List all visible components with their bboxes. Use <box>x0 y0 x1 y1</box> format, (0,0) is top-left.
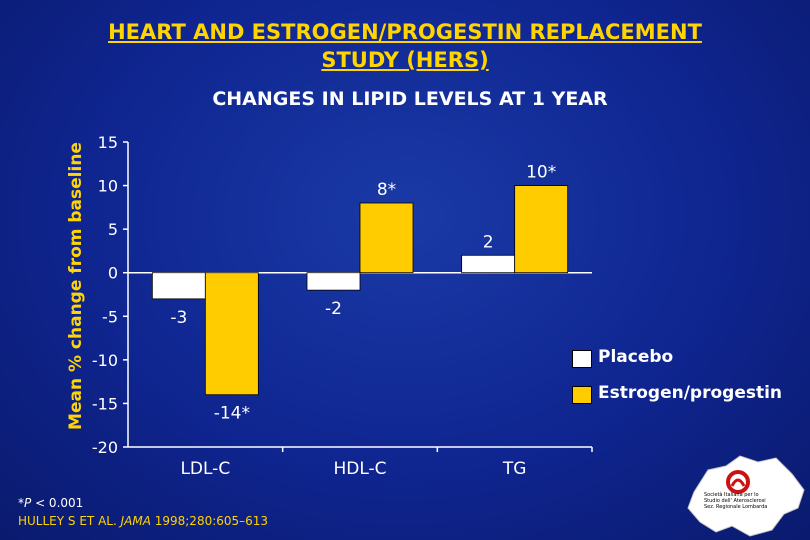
footnote-text: < 0.001 <box>31 496 84 510</box>
logo-line-1: Società Italiana per lo <box>704 492 759 498</box>
citation-details: 1998;280:605–613 <box>150 514 269 528</box>
legend-swatch-estrogen <box>572 386 592 404</box>
y-tick-label: -15 <box>92 394 118 413</box>
title-line-1: HEART AND ESTROGEN/PROGESTIN REPLACEMENT <box>108 20 702 44</box>
legend-label-estrogen: Estrogen/progestin <box>598 383 783 403</box>
logo-line-2: Studio dell' Aterosclerosi <box>704 498 766 504</box>
logo-caption: Società Italiana per lo Studio dell' Ate… <box>704 492 794 510</box>
bar-estrogen <box>514 185 569 274</box>
data-label: -2 <box>325 299 342 319</box>
y-tick-label: 15 <box>98 133 118 152</box>
footnote-marker: * <box>18 496 24 510</box>
data-label: 8* <box>377 180 396 200</box>
data-label: 10* <box>526 163 556 183</box>
legend-swatch-placebo <box>572 350 592 368</box>
bar-estrogen <box>359 202 414 274</box>
chart-subtitle: CHANGES IN LIPID LEVELS AT 1 YEAR <box>212 88 608 110</box>
y-tick-label: -20 <box>92 438 118 457</box>
title-line-2: STUDY (HERS) <box>321 48 489 72</box>
citation-authors: HULLEY S ET AL. <box>18 514 121 528</box>
bar-estrogen <box>204 272 259 396</box>
y-tick-label: -5 <box>102 307 118 326</box>
footnote-p: P <box>24 496 32 510</box>
slide-title: HEART AND ESTROGEN/PROGESTIN REPLACEMENT… <box>0 18 810 74</box>
x-category-label: HDL-C <box>333 459 386 479</box>
y-tick-label: 5 <box>108 220 118 239</box>
legend-label-placebo: Placebo <box>598 347 674 367</box>
data-label: -14* <box>214 404 250 424</box>
citation-journal: JAMA <box>120 514 151 528</box>
bar-placebo <box>461 254 516 274</box>
y-tick-label: -10 <box>92 351 118 370</box>
x-category-label: TG <box>502 459 527 479</box>
data-label: -3 <box>170 308 187 328</box>
logo-line-3: Sez. Regionale Lombarda <box>704 504 768 510</box>
data-label: 2 <box>483 232 494 252</box>
x-category-label: LDL-C <box>180 459 230 479</box>
bar-placebo <box>306 272 361 291</box>
y-tick-label: 10 <box>98 177 118 196</box>
society-logo <box>687 455 805 537</box>
footnote: *P < 0.001 <box>18 496 83 510</box>
citation: HULLEY S ET AL. JAMA 1998;280:605–613 <box>18 514 268 528</box>
bar-placebo <box>151 272 206 300</box>
y-tick-label: 0 <box>108 264 118 283</box>
